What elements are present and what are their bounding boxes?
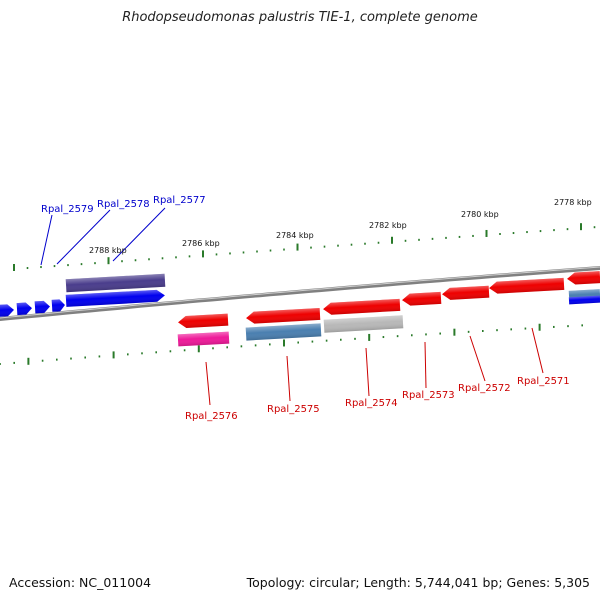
gene-red-2-shade [246,307,321,324]
leader-top-3 [112,207,166,262]
scale-label: 2788 kbp [89,246,127,255]
topology-summary: Topology: circular; Length: 5,744,041 bp… [246,575,590,590]
gene-red-5-shade [442,285,490,300]
gene-red-4 [402,291,442,306]
gene-cog-pink-shade [177,331,230,347]
gene-blue-right [568,295,600,305]
gene-blue-right-shade [568,295,600,305]
gene-red-2 [246,307,321,324]
leader-bottom-2 [286,355,291,402]
gene-label-bottom: Rpal_2575 [267,404,320,415]
gene-cog-gray-shade [323,315,404,333]
map-title: Rhodopseudomonas palustris TIE-1, comple… [122,10,478,25]
gene-red-5 [442,285,490,300]
leader-bottom-5 [469,335,486,382]
leader-bottom-6 [531,327,544,374]
gene-red-1-shade [178,313,229,328]
gene-red-1 [178,313,229,328]
gene-blue-left-2 [16,302,32,316]
gene-cog-steel [245,323,322,341]
scale-label: 2778 kbp [554,198,592,207]
gene-label-bottom: Rpal_2576 [185,411,238,422]
gene-label-bottom: Rpal_2573 [402,390,455,401]
gene-red-7 [567,271,600,285]
backbone-layer [0,266,600,321]
gene-blue-left-3 [34,300,50,314]
gene-red-4-shade [402,291,442,306]
gene-label-bottom: Rpal_2571 [517,376,570,387]
scale-ticks [0,223,596,365]
gene-blue-left-1 [0,304,14,317]
leader-top-2 [56,209,111,265]
gene-label-bottom: Rpal_2574 [345,398,398,409]
accession-text: Accession: NC_011004 [9,575,152,590]
gene-rpal-2577 [65,289,165,307]
leader-bottom-1 [205,361,211,406]
scale-label: 2786 kbp [182,239,220,248]
gene-label-top: Rpal_2577 [153,195,206,206]
gene-red-6 [489,277,565,294]
gene-blue-left-1-shade [0,304,14,317]
gene-blue-left-3-shade [34,300,50,314]
scale-label: 2780 kbp [461,210,499,219]
gene-blue-left-4 [51,299,65,312]
scale-label: 2782 kbp [369,221,407,230]
gene-label-top: Rpal_2579 [41,204,94,215]
gene-rpal-2577-cog-shade [65,273,166,293]
label-leaders [40,207,544,406]
scale-label: 2784 kbp [276,231,314,240]
leader-bottom-4 [424,341,427,389]
gene-red-3-shade [323,298,401,315]
leader-bottom-3 [365,347,370,397]
gene-blue-left-4-shade [51,299,65,312]
labels: 2788 kbp 2786 kbp 2784 kbp 2782 kbp 2780 kbp… [41,195,592,422]
gene-red-3 [323,298,401,315]
leader-top-1 [40,214,53,266]
gene-label-top: Rpal_2578 [97,199,150,210]
gene-red-7-shade [567,271,600,285]
gene-rpal-2577-shade [65,289,165,307]
gene-label-bottom: Rpal_2572 [458,383,511,394]
gene-rpal-2577-cog [65,273,166,293]
backbone-circle [0,266,600,321]
gene-cog-pink [177,331,230,347]
gene-cog-steel-shade [245,323,322,341]
gene-cog-gray [323,315,404,333]
gene-features [0,271,600,347]
gene-red-6-shade [489,277,565,294]
backbone-highlight [0,266,600,319]
gene-blue-left-2-shade [16,302,32,316]
